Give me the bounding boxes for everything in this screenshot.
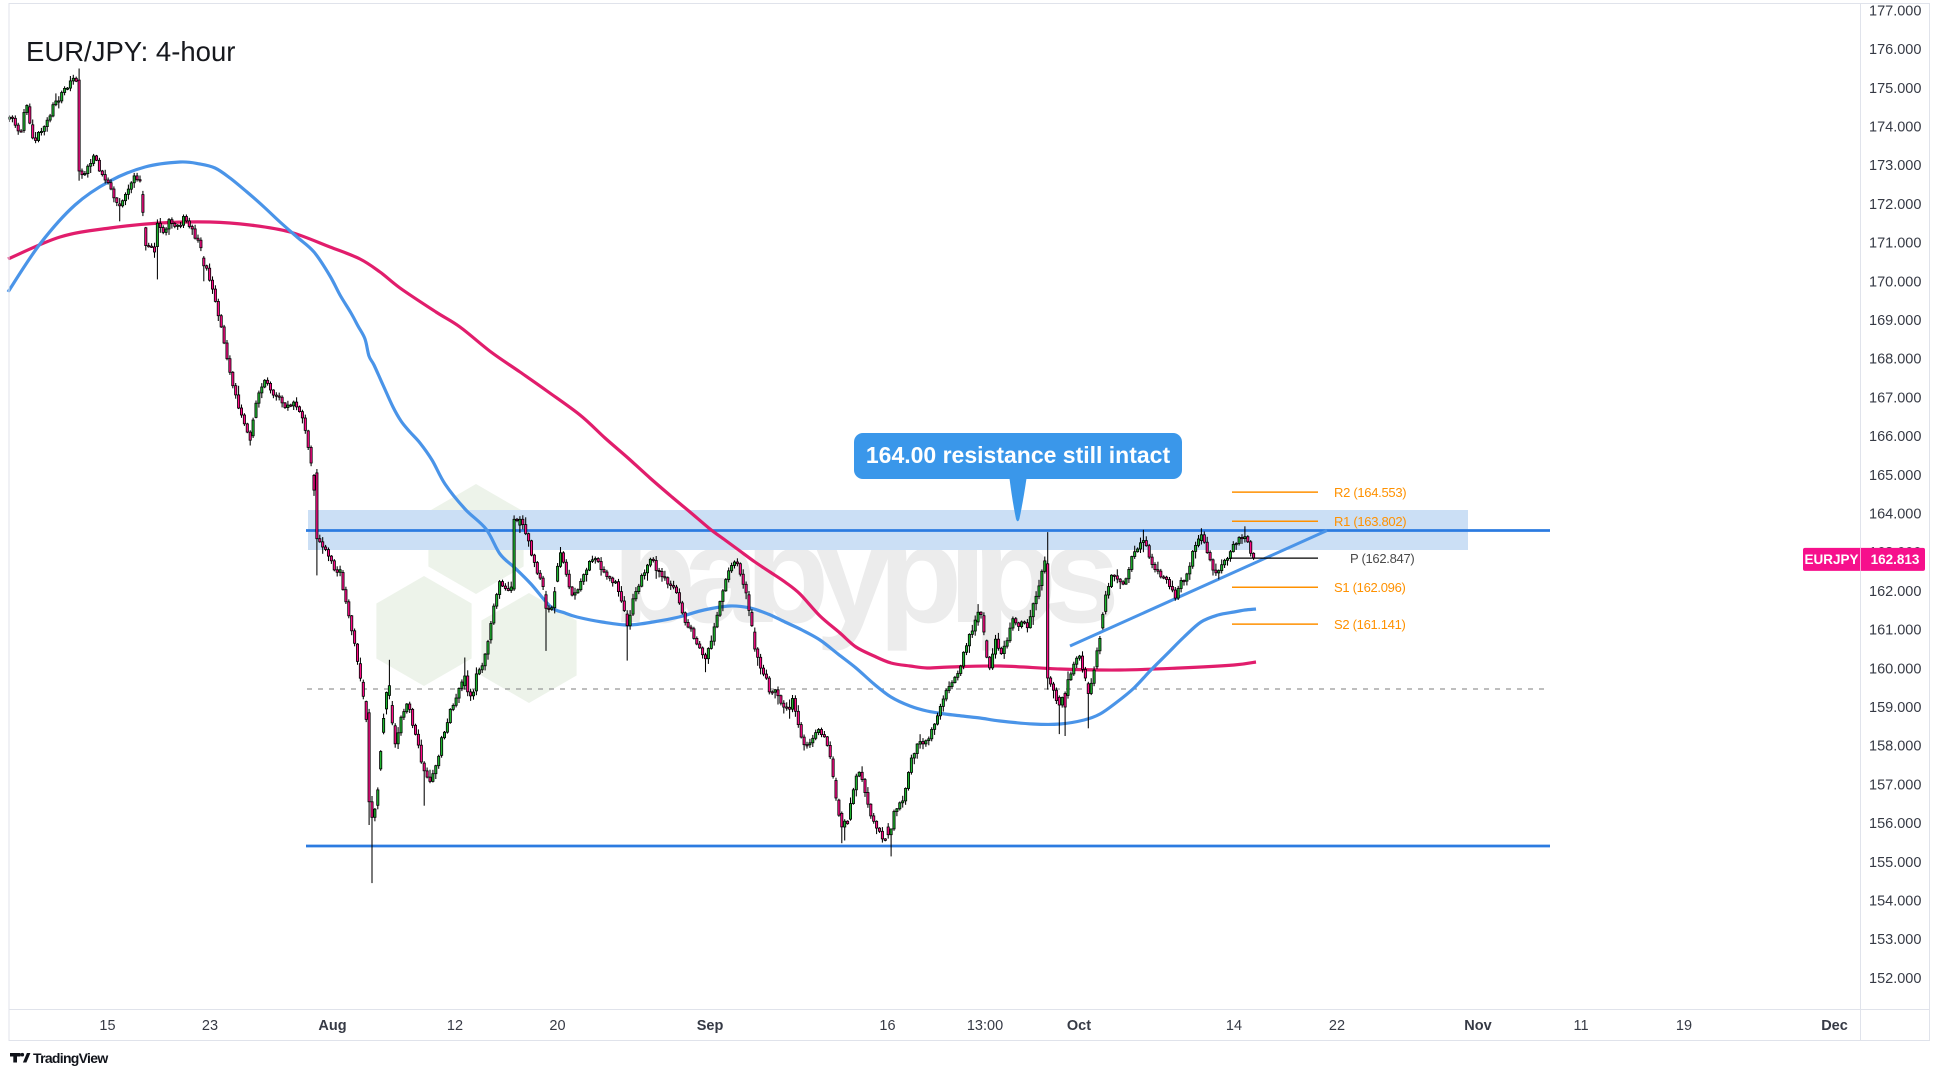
svg-text:16: 16 — [879, 1018, 895, 1034]
svg-text:170.000: 170.000 — [1869, 274, 1921, 290]
svg-text:EUR/JPY: 4-hour: EUR/JPY: 4-hour — [26, 36, 235, 67]
svg-text:174.000: 174.000 — [1869, 120, 1921, 136]
svg-text:175.000: 175.000 — [1869, 81, 1921, 97]
svg-text:165.000: 165.000 — [1869, 468, 1921, 484]
svg-text:Dec: Dec — [1821, 1018, 1848, 1034]
svg-text:Nov: Nov — [1464, 1018, 1491, 1034]
svg-text:159.000: 159.000 — [1869, 700, 1921, 716]
svg-text:160.000: 160.000 — [1869, 661, 1921, 677]
svg-text:176.000: 176.000 — [1869, 42, 1921, 58]
svg-text:Sep: Sep — [697, 1018, 724, 1034]
svg-text:S1 (162.096): S1 (162.096) — [1334, 580, 1406, 595]
svg-text:152.000: 152.000 — [1869, 971, 1921, 987]
svg-text:R2 (164.553): R2 (164.553) — [1334, 485, 1406, 500]
svg-text:164.000: 164.000 — [1869, 507, 1921, 523]
svg-text:13:00: 13:00 — [967, 1018, 1003, 1034]
svg-text:22: 22 — [1329, 1018, 1345, 1034]
svg-text:172.000: 172.000 — [1869, 197, 1921, 213]
svg-text:23: 23 — [202, 1018, 218, 1034]
svg-text:P (162.847): P (162.847) — [1350, 551, 1414, 566]
svg-text:169.000: 169.000 — [1869, 313, 1921, 329]
svg-text:20: 20 — [549, 1018, 565, 1034]
svg-text:162.813: 162.813 — [1871, 552, 1920, 567]
svg-text:161.000: 161.000 — [1869, 623, 1921, 639]
svg-text:EURJPY: EURJPY — [1804, 552, 1858, 567]
svg-text:Oct: Oct — [1067, 1018, 1091, 1034]
svg-text:11: 11 — [1573, 1018, 1588, 1034]
svg-text:14: 14 — [1226, 1018, 1242, 1034]
svg-text:156.000: 156.000 — [1869, 816, 1921, 832]
svg-text:Aug: Aug — [318, 1018, 346, 1034]
svg-text:19: 19 — [1676, 1018, 1692, 1034]
svg-text:171.000: 171.000 — [1869, 236, 1921, 252]
svg-text:S2 (161.141): S2 (161.141) — [1334, 617, 1406, 632]
svg-text:162.000: 162.000 — [1869, 584, 1921, 600]
svg-text:173.000: 173.000 — [1869, 158, 1921, 174]
svg-text:12: 12 — [447, 1018, 463, 1034]
svg-text:158.000: 158.000 — [1869, 739, 1921, 755]
svg-text:R1 (163.802): R1 (163.802) — [1334, 514, 1406, 529]
svg-text:15: 15 — [99, 1018, 115, 1034]
svg-text:154.000: 154.000 — [1869, 894, 1921, 910]
svg-text:155.000: 155.000 — [1869, 855, 1921, 871]
svg-text:168.000: 168.000 — [1869, 352, 1921, 368]
svg-text:TradingView: TradingView — [33, 1050, 108, 1066]
svg-text:153.000: 153.000 — [1869, 932, 1921, 948]
svg-text:177.000: 177.000 — [1869, 3, 1921, 19]
svg-text:164.00 resistance still intact: 164.00 resistance still intact — [866, 442, 1171, 468]
svg-text:167.000: 167.000 — [1869, 390, 1921, 406]
svg-text:157.000: 157.000 — [1869, 777, 1921, 793]
svg-text:166.000: 166.000 — [1869, 429, 1921, 445]
